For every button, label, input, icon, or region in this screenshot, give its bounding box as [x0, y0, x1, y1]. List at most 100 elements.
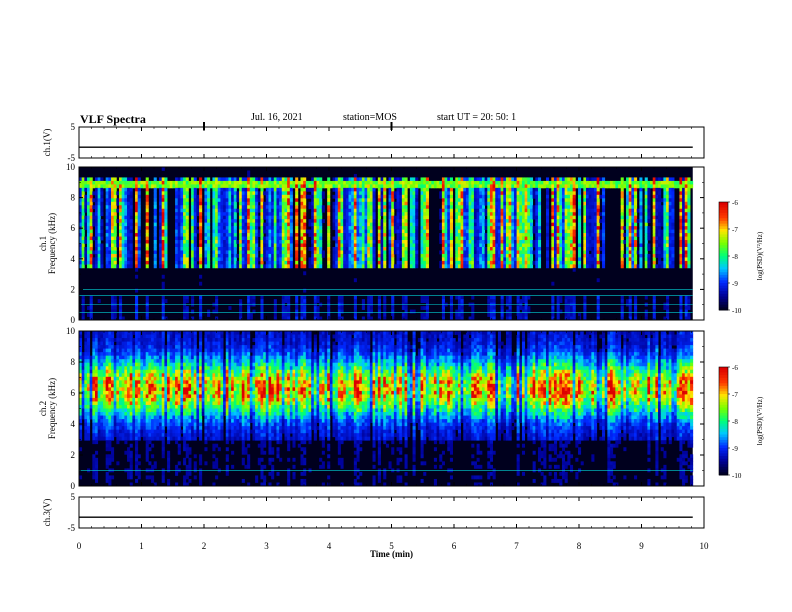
spectrogram-cell [364, 194, 368, 199]
spectrogram-cell [343, 246, 347, 251]
spectrogram-cell [559, 229, 563, 234]
spectrogram-cell [591, 215, 595, 220]
spectrogram-cell [97, 205, 101, 210]
spectrogram-cell [332, 257, 336, 262]
spectrogram-cell [231, 264, 235, 269]
spectrogram-cell [335, 215, 339, 220]
spectrogram-cell [391, 219, 395, 224]
spectrogram-cell [185, 240, 189, 244]
spectrogram-cell [636, 233, 640, 237]
spectrogram-cell [127, 219, 131, 224]
spectrogram-cell [463, 180, 467, 185]
spectrogram-cell [479, 191, 483, 196]
spectrogram-cell [95, 219, 99, 224]
spectrogram-cell [137, 215, 141, 220]
spectrogram-cell [545, 212, 550, 217]
spectrogram-cell [460, 243, 464, 248]
spectrogram-cell [420, 191, 424, 196]
spectrogram-cell [119, 264, 123, 269]
spectrogram-cell [570, 198, 574, 203]
spectrogram-cell [556, 246, 560, 251]
spectrogram-cell [183, 177, 187, 182]
spectrogram-cell [551, 295, 555, 300]
spectrogram-cell [527, 219, 531, 224]
spectrogram-cell [135, 208, 139, 213]
spectrogram-cell [87, 222, 91, 227]
spectrogram-cell [337, 309, 341, 314]
spectrogram-cell [265, 198, 269, 203]
spectrogram-cell [287, 198, 291, 203]
spectrogram-cell [500, 240, 504, 244]
spectrogram-cell [159, 215, 163, 220]
spectrogram-cell [153, 233, 157, 237]
spectrogram-cell [423, 246, 427, 251]
spectrogram-cell [449, 205, 453, 210]
spectrogram-cell [135, 201, 139, 206]
spectrogram-cell [420, 219, 424, 224]
spectrogram-cell [340, 233, 344, 237]
spectrogram-cell [500, 194, 504, 199]
spectrogram-cell [249, 191, 253, 196]
spectrogram-cell [351, 264, 355, 269]
spectrogram-cell [100, 205, 104, 210]
spectrogram-cell [108, 257, 112, 262]
spectrogram-cell [247, 229, 251, 234]
spectrogram-cell [271, 205, 275, 210]
spectrogram-cell [335, 184, 339, 189]
spectrogram-cell [135, 177, 139, 182]
spectrogram-cell [345, 212, 349, 217]
spectrogram-cell [295, 205, 299, 210]
spectrogram-cell [561, 201, 566, 206]
spectrogram-cell [156, 184, 160, 189]
spectrogram-cell [393, 215, 397, 220]
spectrogram-cell [567, 257, 571, 262]
spectrogram-cell [276, 205, 280, 210]
spectrogram-cell [113, 246, 117, 251]
spectrogram-cell [353, 205, 357, 210]
spectrogram-cell [553, 250, 558, 255]
spectrogram-cell [364, 222, 368, 227]
spectrogram-cell [441, 201, 445, 206]
spectrogram-cell [551, 257, 555, 262]
spectrogram-cell [348, 236, 352, 241]
spectrogram-cell [87, 246, 91, 251]
spectrogram-cell [487, 194, 491, 199]
spectrogram-cell [207, 215, 211, 220]
spectrogram-cell [105, 212, 109, 217]
spectrogram-cell [586, 229, 590, 234]
spectrogram-cell [351, 233, 355, 237]
spectrogram-cell [476, 194, 480, 199]
spectrogram-cell [463, 205, 467, 210]
spectrogram-cell [268, 201, 272, 206]
spectrogram-cell [647, 184, 651, 189]
spectrogram-cell [535, 194, 539, 199]
spectrogram-cell [521, 226, 526, 230]
spectrogram-cell [236, 240, 240, 244]
spectrogram-cell [476, 219, 480, 224]
spectrogram-cell [396, 177, 400, 182]
spectrogram-cell [425, 198, 429, 203]
spectrogram-cell [105, 250, 109, 255]
spectrogram-cell [495, 187, 499, 192]
spectrogram-cell [591, 212, 595, 217]
spectrogram-cell [393, 219, 397, 224]
spectrogram-cell [239, 219, 243, 224]
spectrogram-cell [324, 180, 328, 185]
spectrogram-cell [481, 250, 486, 255]
spectrogram-cell [105, 180, 109, 185]
spectrogram-cell [639, 208, 643, 213]
spectrogram-cell [204, 222, 208, 227]
spectrogram-cell [564, 309, 568, 314]
spectrogram-cell [508, 226, 512, 230]
spectrogram-cell [380, 246, 384, 251]
spectrogram-cell [300, 191, 304, 196]
spectrogram-cell [119, 236, 123, 241]
spectrogram-cell [164, 316, 168, 321]
spectrogram-cell [500, 253, 504, 258]
spectrogram-cell [87, 198, 91, 203]
spectrogram-cell [249, 215, 253, 220]
spectrogram-cell [484, 198, 488, 203]
spectrogram-cell [631, 180, 635, 185]
spectrogram-cell [345, 229, 349, 234]
spectrogram-cell [111, 236, 115, 241]
